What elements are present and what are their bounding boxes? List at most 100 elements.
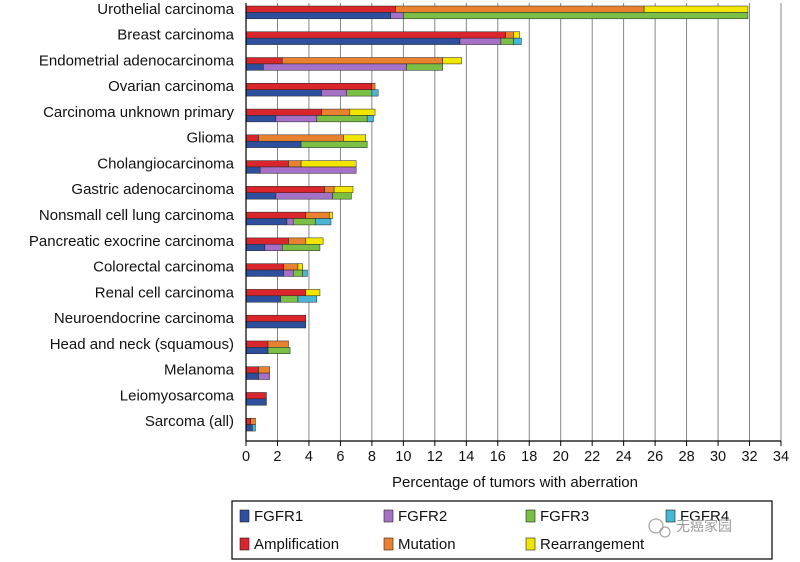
bar-breast-carcinoma-fgfr1 bbox=[245, 37, 461, 45]
bar-breast-carcinoma-fgfr3 bbox=[500, 37, 514, 45]
bar-melanoma-amplification bbox=[245, 366, 259, 374]
legend-swatch-mutation bbox=[383, 537, 394, 551]
bar-nonsmall-cell-lung-carcinoma-fgfr2 bbox=[286, 218, 294, 226]
x-tick-label-30: 30 bbox=[710, 449, 726, 465]
legend-label-mutation: Mutation bbox=[398, 536, 456, 553]
bar-sarcoma-all-fgfr4 bbox=[252, 424, 256, 432]
bar-cholangiocarcinoma-rearrangement bbox=[300, 160, 357, 168]
bar-colorectal-carcinoma-fgfr4 bbox=[302, 269, 308, 277]
bars bbox=[245, 5, 749, 432]
bar-nonsmall-cell-lung-carcinoma-fgfr1 bbox=[245, 218, 288, 226]
x-tick-label-2: 2 bbox=[273, 449, 281, 465]
bar-melanoma-fgfr2 bbox=[258, 372, 270, 380]
bar-glioma-fgfr3 bbox=[300, 140, 368, 148]
bar-breast-carcinoma-amplification bbox=[245, 31, 506, 39]
bar-head-and-neck-squamous-amplification bbox=[245, 340, 269, 348]
bar-sarcoma-all-amplification bbox=[245, 417, 251, 425]
bar-endometrial-adenocarcinoma-fgfr2 bbox=[263, 63, 407, 71]
category-label-cholangiocarcinoma: Cholangiocarcinoma bbox=[97, 155, 234, 172]
bar-ovarian-carcinoma-fgfr1 bbox=[245, 89, 322, 97]
x-tick-label-16: 16 bbox=[490, 449, 506, 465]
bar-ovarian-carcinoma-fgfr4 bbox=[371, 89, 379, 97]
x-axis-title: Percentage of tumors with aberration bbox=[392, 474, 638, 491]
bar-melanoma-mutation bbox=[258, 366, 270, 374]
bar-neuroendocrine-carcinoma-amplification bbox=[245, 314, 307, 322]
bar-gastric-adenocarcinoma-rearrangement bbox=[333, 186, 354, 194]
bar-renal-cell-carcinoma-rearrangement bbox=[305, 289, 321, 297]
bar-carcinoma-unknown-primary-amplification bbox=[245, 108, 322, 116]
bar-renal-cell-carcinoma-amplification bbox=[245, 289, 307, 297]
category-label-urothelial-carcinoma: Urothelial carcinoma bbox=[97, 1, 234, 18]
bar-pancreatic-exocrine-carcinoma-fgfr3 bbox=[281, 244, 321, 251]
bar-breast-carcinoma-mutation bbox=[505, 31, 514, 39]
x-tick-label-0: 0 bbox=[242, 449, 250, 465]
x-tick-label-8: 8 bbox=[368, 449, 376, 465]
x-tick-label-22: 22 bbox=[584, 449, 600, 465]
bar-renal-cell-carcinoma-fgfr3 bbox=[280, 295, 299, 303]
bar-carcinoma-unknown-primary-fgfr3 bbox=[316, 115, 368, 123]
bar-colorectal-carcinoma-mutation bbox=[283, 263, 299, 271]
bar-breast-carcinoma-rearrangement bbox=[513, 31, 521, 39]
bar-carcinoma-unknown-primary-fgfr2 bbox=[275, 115, 318, 123]
wechat-icon bbox=[648, 518, 664, 534]
bar-endometrial-adenocarcinoma-fgfr1 bbox=[245, 63, 264, 71]
legend-label-fgfr2: FGFR2 bbox=[398, 508, 447, 525]
legend-swatch-fgfr1 bbox=[239, 509, 250, 523]
bar-cholangiocarcinoma-mutation bbox=[288, 160, 302, 168]
x-tick-label-26: 26 bbox=[647, 449, 663, 465]
bar-colorectal-carcinoma-fgfr1 bbox=[245, 269, 285, 277]
bar-nonsmall-cell-lung-carcinoma-mutation bbox=[305, 211, 330, 219]
bar-colorectal-carcinoma-rearrangement bbox=[297, 263, 303, 271]
bar-pancreatic-exocrine-carcinoma-rearrangement bbox=[305, 237, 324, 245]
bar-urothelial-carcinoma-amplification bbox=[245, 5, 396, 13]
bar-cholangiocarcinoma-fgfr1 bbox=[245, 166, 261, 174]
bar-sarcoma-all-mutation bbox=[250, 417, 256, 425]
category-label-ovarian-carcinoma: Ovarian carcinoma bbox=[108, 78, 235, 95]
category-label-sarcoma-all: Sarcoma (all) bbox=[145, 413, 234, 430]
bar-nonsmall-cell-lung-carcinoma-fgfr3 bbox=[292, 218, 316, 226]
bar-gastric-adenocarcinoma-mutation bbox=[324, 186, 335, 194]
x-tick-label-32: 32 bbox=[741, 449, 757, 465]
x-tick-label-28: 28 bbox=[679, 449, 695, 465]
legend: FGFR1 FGFR2 FGFR3 FGFR4 Amplification Mutatio… bbox=[231, 500, 773, 560]
category-label-renal-cell-carcinoma: Renal cell carcinoma bbox=[95, 284, 235, 301]
bar-renal-cell-carcinoma-fgfr1 bbox=[245, 295, 281, 303]
bar-glioma-rearrangement bbox=[343, 134, 366, 142]
category-label-nonsmall-cell-lung-carcinoma: Nonsmall cell lung carcinoma bbox=[39, 207, 235, 224]
legend-swatch-rearrangement bbox=[525, 537, 536, 551]
legend-swatch-fgfr3 bbox=[525, 509, 536, 523]
bar-endometrial-adenocarcinoma-rearrangement bbox=[442, 57, 462, 65]
legend-label-rearrangement: Rearrangement bbox=[540, 536, 645, 553]
gridlines bbox=[277, 3, 782, 441]
category-label-breast-carcinoma: Breast carcinoma bbox=[117, 27, 234, 44]
bar-endometrial-adenocarcinoma-fgfr3 bbox=[406, 63, 443, 71]
bar-urothelial-carcinoma-rearrangement bbox=[643, 5, 749, 13]
legend-swatch-fgfr4 bbox=[665, 509, 676, 523]
bar-gastric-adenocarcinoma-fgfr3 bbox=[332, 192, 352, 200]
bar-pancreatic-exocrine-carcinoma-fgfr1 bbox=[245, 244, 266, 251]
bar-urothelial-carcinoma-mutation bbox=[395, 5, 645, 13]
category-label-melanoma: Melanoma bbox=[164, 362, 235, 379]
bar-gastric-adenocarcinoma-fgfr1 bbox=[245, 192, 277, 200]
bar-pancreatic-exocrine-carcinoma-amplification bbox=[245, 237, 289, 245]
category-label-gastric-adenocarcinoma: Gastric adenocarcinoma bbox=[71, 181, 234, 198]
watermark: 无癌家园 bbox=[648, 518, 732, 538]
legend-label-fgfr3: FGFR3 bbox=[540, 508, 589, 525]
bar-urothelial-carcinoma-fgfr1 bbox=[245, 12, 392, 20]
category-label-head-and-neck-squamous: Head and neck (squamous) bbox=[50, 336, 234, 353]
x-tick-label-4: 4 bbox=[305, 449, 313, 465]
legend-label-fgfr1: FGFR1 bbox=[254, 508, 303, 525]
x-tick-label-18: 18 bbox=[521, 449, 537, 465]
bar-cholangiocarcinoma-fgfr2 bbox=[259, 166, 357, 174]
bar-head-and-neck-squamous-fgfr3 bbox=[267, 347, 291, 354]
bar-nonsmall-cell-lung-carcinoma-fgfr4 bbox=[314, 218, 332, 226]
bar-urothelial-carcinoma-fgfr3 bbox=[403, 12, 749, 20]
x-tick-label-10: 10 bbox=[395, 449, 411, 465]
bar-carcinoma-unknown-primary-mutation bbox=[321, 108, 351, 116]
category-label-pancreatic-exocrine-carcinoma: Pancreatic exocrine carcinoma bbox=[29, 233, 235, 250]
category-label-glioma: Glioma bbox=[186, 130, 234, 147]
category-label-endometrial-adenocarcinoma: Endometrial adenocarcinoma bbox=[39, 52, 235, 69]
bar-nonsmall-cell-lung-carcinoma-amplification bbox=[245, 211, 307, 219]
x-axis: 0 2 4 6 8 10 12 14 16 18 20 22 24 26 28 30 32 34 bbox=[242, 3, 789, 465]
